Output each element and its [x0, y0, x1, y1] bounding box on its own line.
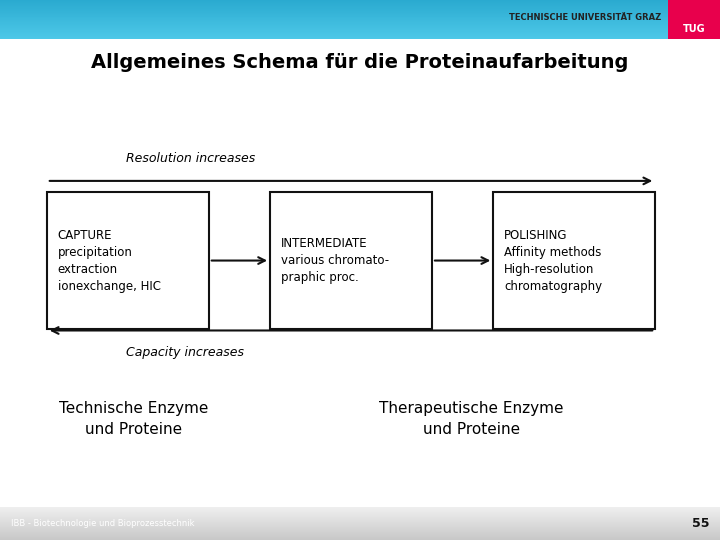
Bar	[0, 513, 720, 514]
Bar	[0, 23, 720, 24]
Bar	[0, 536, 720, 537]
Bar	[0, 512, 720, 513]
Bar	[0, 11, 720, 12]
Bar	[668, 0, 720, 39]
Bar	[0, 510, 720, 511]
Bar	[0, 507, 720, 508]
Bar	[0, 34, 720, 35]
Bar	[0, 519, 720, 520]
Bar	[0, 537, 720, 538]
Bar	[0, 539, 720, 540]
Bar	[0, 17, 720, 18]
Bar	[0, 39, 720, 507]
Bar	[0, 522, 720, 523]
Bar	[0, 511, 720, 512]
Text: TUG: TUG	[683, 24, 706, 34]
Bar	[0, 33, 720, 34]
Text: Therapeutische Enzyme
und Proteine: Therapeutische Enzyme und Proteine	[379, 401, 564, 436]
Bar	[0, 32, 720, 33]
Bar	[0, 6, 720, 7]
Bar	[0, 1, 720, 2]
Bar	[0, 30, 720, 31]
Bar	[493, 192, 655, 329]
Text: TECHNISCHE UNIVERSITÄT GRAZ: TECHNISCHE UNIVERSITÄT GRAZ	[509, 13, 661, 22]
Bar	[0, 532, 720, 534]
Text: 55: 55	[692, 517, 709, 530]
Bar	[0, 516, 720, 517]
Bar	[0, 14, 720, 15]
Bar	[0, 31, 720, 32]
Bar	[0, 10, 720, 11]
Bar	[0, 5, 720, 6]
Bar	[0, 19, 720, 21]
Bar	[0, 4, 720, 5]
Bar	[0, 530, 720, 531]
Bar	[0, 35, 720, 36]
Bar	[0, 531, 720, 532]
Bar	[0, 3, 720, 4]
Bar	[0, 27, 720, 28]
Bar	[0, 22, 720, 23]
Bar	[0, 21, 720, 22]
Text: Capacity increases: Capacity increases	[126, 346, 244, 359]
Bar	[0, 38, 720, 39]
Bar	[0, 509, 720, 510]
Text: CAPTURE
precipitation
extraction
ionexchange, HIC: CAPTURE precipitation extraction ionexch…	[58, 228, 161, 293]
Bar	[0, 9, 720, 10]
Bar	[0, 28, 720, 29]
Text: Resolution increases: Resolution increases	[126, 152, 256, 165]
Text: Technische Enzyme
und Proteine: Technische Enzyme und Proteine	[58, 401, 208, 436]
Text: IBB - Biotechnologie und Bioprozesstechnik: IBB - Biotechnologie und Bioprozesstechn…	[11, 519, 194, 528]
Bar	[0, 15, 720, 16]
Bar	[0, 24, 720, 25]
Bar	[0, 7, 720, 8]
Bar	[270, 192, 432, 329]
Bar	[0, 520, 720, 521]
Bar	[0, 528, 720, 529]
Bar	[0, 18, 720, 19]
Bar	[0, 25, 720, 26]
Bar	[0, 0, 720, 1]
Bar	[47, 192, 209, 329]
Bar	[0, 508, 720, 509]
Bar	[0, 36, 720, 37]
Bar	[0, 37, 720, 38]
Bar	[0, 538, 720, 539]
Bar	[0, 517, 720, 518]
Bar	[0, 2, 720, 3]
Bar	[0, 524, 720, 525]
Bar	[0, 525, 720, 526]
Bar	[0, 526, 720, 528]
Text: INTERMEDIATE
various chromato-
praphic proc.: INTERMEDIATE various chromato- praphic p…	[281, 237, 389, 284]
Bar	[0, 515, 720, 516]
Text: Allgemeines Schema für die Proteinaufarbeitung: Allgemeines Schema für die Proteinaufarb…	[91, 52, 629, 72]
Bar	[0, 12, 720, 14]
Bar	[0, 521, 720, 522]
Bar	[0, 523, 720, 524]
Text: POLISHING
Affinity methods
High-resolution
chromatography: POLISHING Affinity methods High-resoluti…	[504, 228, 602, 293]
Bar	[0, 29, 720, 30]
Bar	[0, 514, 720, 515]
Bar	[0, 16, 720, 17]
Bar	[0, 26, 720, 27]
Bar	[0, 534, 720, 535]
Bar	[0, 535, 720, 536]
Bar	[0, 518, 720, 519]
Bar	[0, 529, 720, 530]
Bar	[0, 8, 720, 9]
